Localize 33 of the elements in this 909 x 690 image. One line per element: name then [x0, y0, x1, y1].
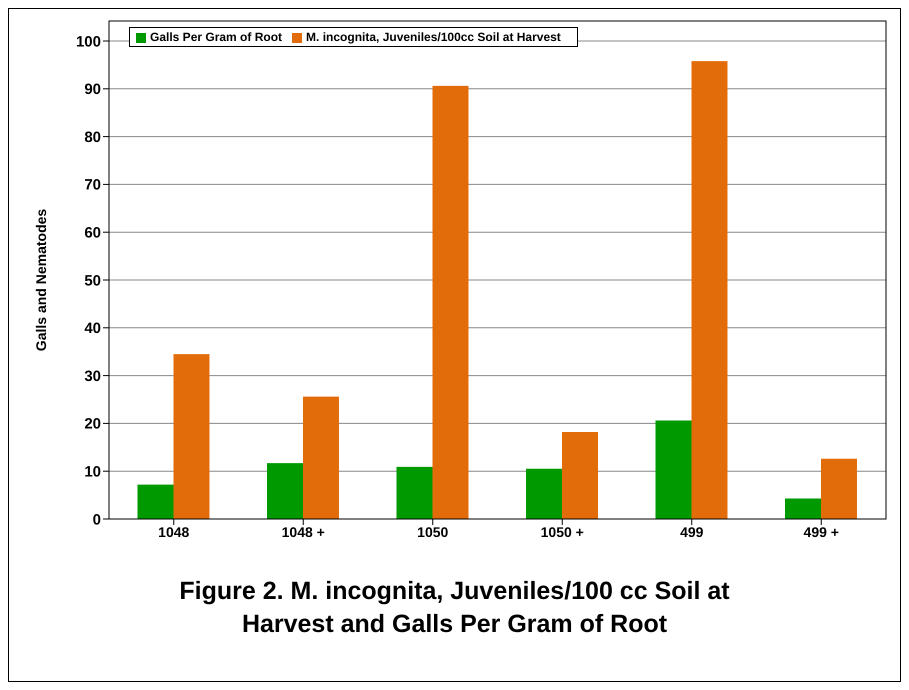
- bar: [562, 432, 598, 519]
- bar: [691, 61, 728, 519]
- y-tick-label: 10: [84, 464, 101, 481]
- y-tick-label: 20: [84, 416, 101, 433]
- y-tick-label: 100: [76, 33, 101, 50]
- bar: [432, 86, 468, 519]
- bar: [655, 420, 692, 519]
- y-tick-label: 70: [84, 176, 101, 194]
- y-tick-label: 30: [84, 368, 101, 385]
- bar: [266, 463, 303, 519]
- bar: [396, 466, 432, 519]
- bar: [526, 468, 562, 519]
- y-tick-label: 40: [84, 320, 101, 338]
- x-tick-label: 1048: [158, 524, 190, 540]
- y-axis-title: Galls and Nematodes: [32, 208, 49, 352]
- y-tick-label: 80: [84, 128, 101, 146]
- x-tick-label: 1050: [417, 524, 449, 540]
- y-tick-label: 60: [84, 224, 101, 242]
- legend-label: M. incognita, Juveniles/100cc Soil at Harvest: [306, 30, 561, 44]
- y-tick-label: 0: [92, 511, 101, 528]
- bar: [784, 498, 821, 519]
- bar: [820, 458, 857, 519]
- x-tick-label: 1050 +: [540, 524, 584, 540]
- bar: [302, 396, 339, 519]
- y-tick-label: 90: [84, 81, 101, 98]
- x-tick-label: 499: [680, 524, 704, 540]
- y-tick-label: 50: [84, 272, 101, 290]
- x-tick-label: 1048 +: [282, 524, 325, 540]
- bar: [173, 354, 210, 519]
- x-tick-label: 499 +: [804, 524, 839, 540]
- text: Figure 2. M. incognita, Juveniles/100 cc Soil at Harvest and Galls Per Gram of Root: [178, 576, 731, 640]
- legend-label: Galls Per Gram of Root: [150, 30, 282, 44]
- bar: [137, 484, 174, 519]
